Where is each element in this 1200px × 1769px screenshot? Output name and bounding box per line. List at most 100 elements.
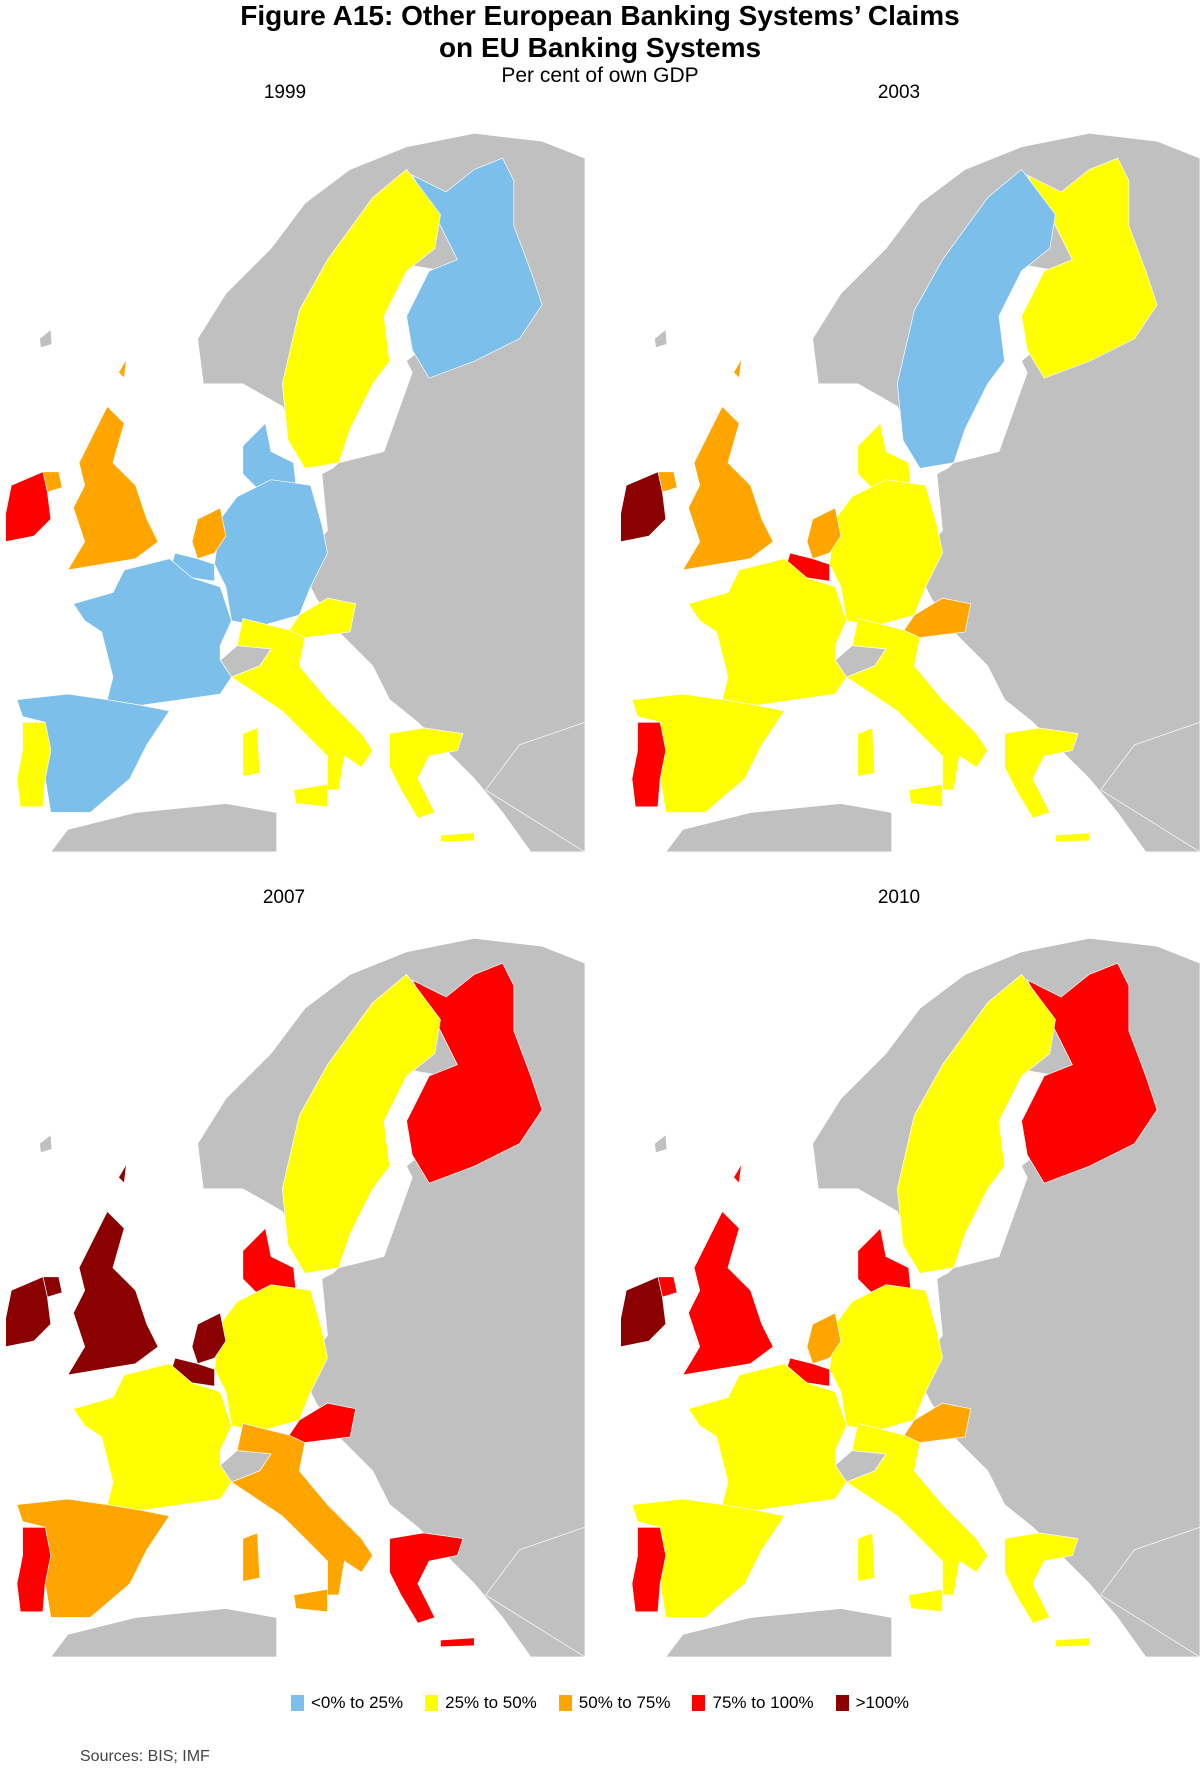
land-no-data [654, 1133, 668, 1154]
country-italy [293, 783, 328, 808]
legend-swatch [558, 1695, 572, 1711]
country-netherlands [806, 1312, 842, 1365]
land-no-data [1100, 1526, 1200, 1657]
country-germany [214, 1284, 328, 1432]
land-no-data [485, 721, 585, 852]
country-italy [845, 1423, 989, 1596]
country-denmark [857, 1227, 912, 1297]
legend-swatch [692, 1695, 706, 1711]
country-france [687, 1363, 847, 1511]
country-denmark [242, 422, 297, 492]
legend-label: 75% to 100% [712, 1693, 814, 1712]
country-sweden [281, 168, 441, 469]
land-no-data [1100, 721, 1200, 852]
map-panel-2007 [0, 918, 585, 1657]
country-netherlands [806, 507, 842, 560]
country-finland [406, 157, 543, 379]
panel-year-label: 2010 [877, 887, 921, 908]
panel-year-label: 2007 [262, 887, 306, 908]
country-italy [908, 783, 943, 808]
legend-item: 50% to 75% [558, 1693, 671, 1713]
country-greece [1004, 1532, 1079, 1624]
map-panel-1999 [0, 113, 585, 852]
country-ireland [620, 471, 667, 543]
country-united-kingdom [682, 405, 774, 571]
country-netherlands [191, 507, 227, 560]
land-no-data [665, 1608, 893, 1657]
land-no-data [50, 1608, 278, 1657]
country-germany [829, 479, 943, 627]
legend-label: 50% to 75% [578, 1693, 671, 1712]
country-netherlands [191, 1312, 227, 1365]
country-united-kingdom [733, 1163, 742, 1184]
legend-label: >100% [855, 1693, 910, 1712]
legend-item: <0% to 25% [290, 1693, 404, 1713]
land-no-data [39, 328, 53, 349]
chart-subtitle: Per cent of own GDP [501, 64, 699, 87]
legend-label: 25% to 50% [445, 1693, 537, 1712]
map-svg [620, 937, 1200, 1657]
country-italy [908, 1588, 943, 1613]
land-no-data [39, 1133, 53, 1154]
panel-year-label: 2003 [877, 82, 921, 103]
country-greece [389, 1532, 464, 1624]
legend-swatch [835, 1695, 849, 1711]
country-greece [1055, 1637, 1090, 1648]
land-no-data [485, 1526, 585, 1657]
country-italy [242, 727, 261, 777]
country-italy [242, 1532, 261, 1582]
country-sweden [281, 973, 441, 1274]
country-united-kingdom [733, 358, 742, 379]
country-denmark [242, 1227, 297, 1297]
country-greece [440, 1637, 475, 1648]
country-italy [845, 618, 989, 791]
country-italy [293, 1588, 328, 1613]
legend-swatch [425, 1695, 439, 1711]
map-svg [5, 132, 585, 852]
legend-swatch [290, 1695, 304, 1711]
legend-label: <0% to 25% [310, 1693, 404, 1712]
country-greece [1055, 832, 1090, 843]
country-finland [406, 962, 543, 1184]
country-finland [1021, 962, 1158, 1184]
country-italy [230, 618, 374, 791]
land-no-data [654, 328, 668, 349]
country-greece [1004, 727, 1079, 819]
country-germany [214, 479, 328, 627]
country-portugal [16, 721, 52, 808]
map-svg [620, 132, 1200, 852]
country-italy [230, 1423, 374, 1596]
country-italy [857, 727, 876, 777]
country-ireland [5, 1276, 52, 1348]
country-portugal [631, 721, 667, 808]
land-no-data [50, 803, 278, 852]
country-germany [829, 1284, 943, 1432]
map-panel-2010 [615, 918, 1200, 1657]
land-no-data [665, 803, 893, 852]
country-united-kingdom [682, 1210, 774, 1376]
country-portugal [16, 1526, 52, 1613]
country-italy [857, 1532, 876, 1582]
country-greece [389, 727, 464, 819]
legend-item: 25% to 50% [425, 1693, 537, 1713]
map-panel-2003 [615, 113, 1200, 852]
country-france [72, 1363, 232, 1511]
country-sweden [896, 973, 1056, 1274]
country-united-kingdom [67, 1210, 159, 1376]
country-united-kingdom [118, 358, 127, 379]
country-sweden [896, 168, 1056, 469]
country-france [72, 558, 232, 706]
sources-note: Sources: BIS; IMF [80, 1748, 210, 1765]
chart-title-line2: on EU Banking Systems [438, 32, 762, 63]
panel-year-label: 1999 [263, 82, 307, 103]
country-denmark [857, 422, 912, 492]
country-united-kingdom [118, 1163, 127, 1184]
country-ireland [5, 471, 52, 543]
legend-item: >100% [835, 1693, 910, 1713]
country-portugal [631, 1526, 667, 1613]
map-svg [5, 937, 585, 1657]
country-ireland [620, 1276, 667, 1348]
chart-title-line1: Figure A15: Other European Banking Syste… [240, 0, 960, 31]
country-united-kingdom [67, 405, 159, 571]
country-greece [440, 832, 475, 843]
